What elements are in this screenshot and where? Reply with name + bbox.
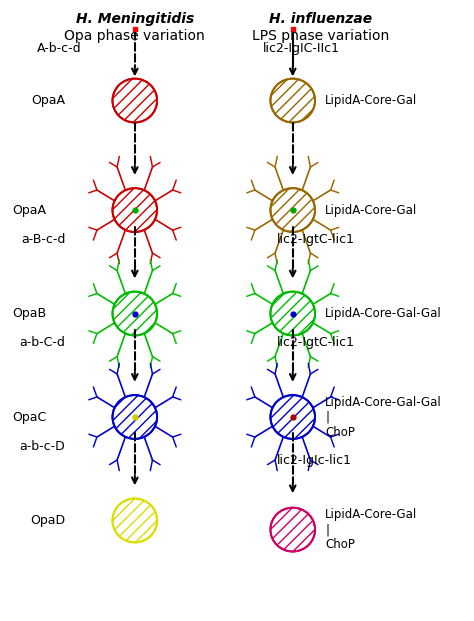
Text: OpaA: OpaA (12, 204, 46, 217)
Ellipse shape (271, 79, 315, 122)
Ellipse shape (112, 292, 157, 335)
Text: a-b-c-D: a-b-c-D (19, 440, 65, 453)
Text: a-b-C-d: a-b-C-d (19, 336, 65, 349)
Text: LipidA-Core-Gal-Gal
|
ChoP: LipidA-Core-Gal-Gal | ChoP (325, 396, 442, 438)
Ellipse shape (271, 292, 315, 335)
Ellipse shape (112, 79, 157, 122)
Ellipse shape (271, 188, 315, 232)
Text: lic2-IgIc-lic1: lic2-IgIc-lic1 (276, 455, 352, 468)
Ellipse shape (112, 499, 157, 542)
Text: LipidA-Core-Gal
|
ChoP: LipidA-Core-Gal | ChoP (325, 508, 418, 551)
Text: lic2-IgtC-lic1: lic2-IgtC-lic1 (276, 336, 355, 349)
Ellipse shape (271, 508, 315, 551)
Text: OpaA: OpaA (31, 94, 65, 107)
Text: H. Meningitidis: H. Meningitidis (76, 12, 194, 26)
Text: OpaD: OpaD (30, 514, 65, 527)
Text: H. influenzae: H. influenzae (269, 12, 372, 26)
Text: Opa phase variation: Opa phase variation (64, 29, 205, 43)
Text: lic2-IgIC-IIc1: lic2-IgIC-IIc1 (263, 42, 339, 55)
Text: a-B-c-d: a-B-c-d (21, 233, 65, 246)
Text: A-b-c-d: A-b-c-d (37, 42, 82, 55)
Text: lic2-IgtC-lic1: lic2-IgtC-lic1 (276, 233, 355, 246)
Text: LipidA-Core-Gal: LipidA-Core-Gal (325, 94, 418, 107)
Text: LipidA-Core-Gal-Gal: LipidA-Core-Gal-Gal (325, 307, 442, 320)
Text: LPS phase variation: LPS phase variation (252, 29, 389, 43)
Text: OpaC: OpaC (12, 410, 46, 424)
Ellipse shape (271, 395, 315, 439)
Ellipse shape (112, 188, 157, 232)
Text: LipidA-Core-Gal: LipidA-Core-Gal (325, 204, 418, 217)
Ellipse shape (112, 395, 157, 439)
Text: OpaB: OpaB (12, 307, 46, 320)
